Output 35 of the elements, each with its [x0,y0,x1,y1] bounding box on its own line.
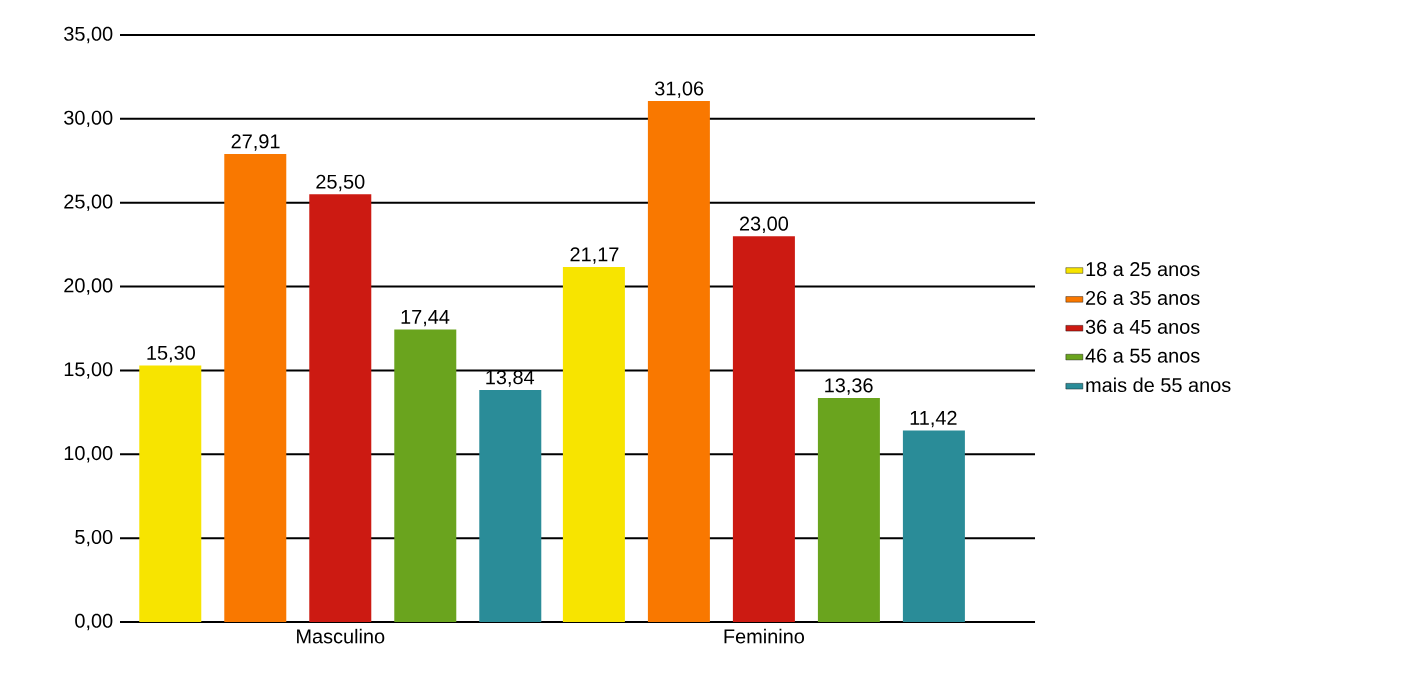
data-label: 27,91 [231,134,280,151]
bar [902,430,965,622]
legend-label: 46 a 55 anos [1085,348,1200,363]
bar [562,266,625,622]
legend-label: 18 a 25 anos [1086,262,1200,277]
bar [139,365,202,622]
data-label: 17,44 [401,310,450,327]
data-label: 11,42 [910,410,957,428]
data-label: 15,30 [147,345,195,363]
legend-label: mais de 55 anos [1086,377,1231,393]
y-tick-label: 20,00 [64,278,113,295]
x-tick-label: Feminino [724,628,805,644]
legend-label: 36 a 45 anos [1085,319,1200,334]
y-tick-label: 15,00 [64,362,113,379]
bar [732,236,795,622]
x-tick-label: Masculino [297,628,385,644]
y-tick-label: 5,00 [75,529,113,547]
y-tick-label: 30,00 [64,110,113,128]
y-tick-label: 0,00 [75,613,113,631]
data-label: 25,50 [316,174,365,192]
bar [309,194,372,622]
bar [394,329,457,622]
legend-label: 26 a 35 anos [1086,290,1200,306]
data-label: 31,06 [655,81,704,98]
bar [224,153,287,622]
y-tick-label: 35,00 [64,26,113,44]
y-tick-label: 25,00 [64,194,113,211]
data-label: 13,36 [825,378,873,395]
bar [647,101,710,622]
data-label: 13,84 [486,370,535,387]
y-tick-label: 10,00 [64,446,113,463]
data-label: 21,17 [570,247,619,264]
data-label: 23,00 [739,216,789,234]
bar [479,389,542,622]
bar [817,397,880,622]
